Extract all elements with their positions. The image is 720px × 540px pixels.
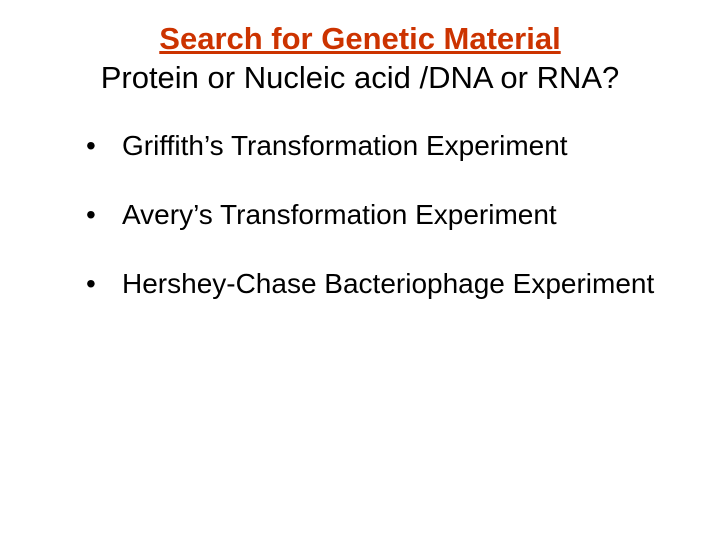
title-block: Search for Genetic Material Protein or N…: [30, 20, 690, 96]
title-main: Search for Genetic Material: [30, 20, 690, 57]
title-subtitle: Protein or Nucleic acid /DNA or RNA?: [30, 59, 690, 96]
list-item: Griffith’s Transformation Experiment: [86, 128, 690, 163]
slide: Search for Genetic Material Protein or N…: [0, 0, 720, 540]
list-item: Hershey-Chase Bacteriophage Experiment: [86, 266, 690, 301]
list-item: Avery’s Transformation Experiment: [86, 197, 690, 232]
bullet-list: Griffith’s Transformation Experiment Ave…: [30, 128, 690, 301]
